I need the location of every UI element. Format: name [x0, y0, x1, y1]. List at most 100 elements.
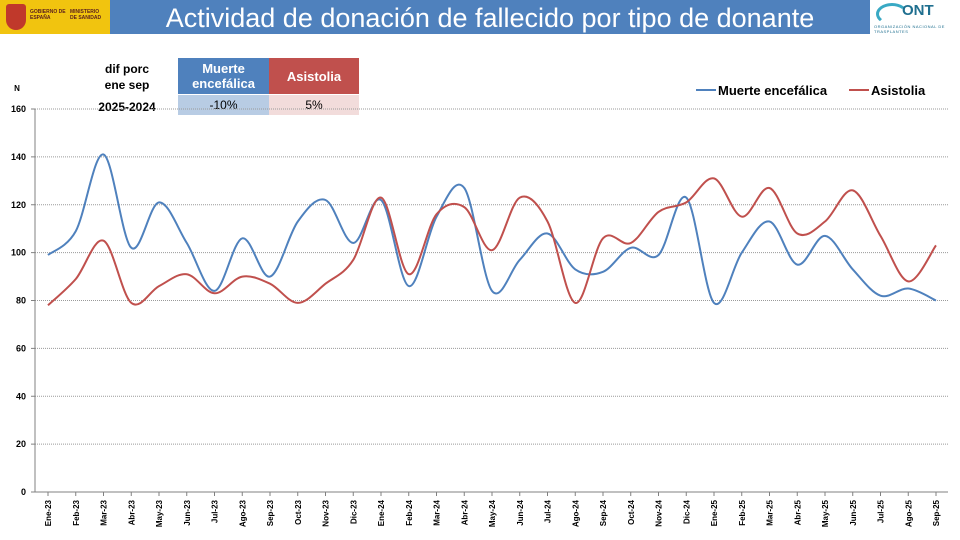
data-point	[75, 230, 77, 232]
x-tick-label: Jul-25	[877, 499, 886, 523]
x-tick-label: Ene-24	[377, 499, 386, 526]
data-point	[491, 249, 493, 251]
chart-axes: 0 20 40 60 80 100 120 140 160 N Ene-23 Feb-23 Mar-23…	[11, 84, 948, 527]
x-tick-label: May-25	[821, 499, 830, 527]
x-tick-label: Nov-24	[655, 499, 664, 526]
x-tick-label: Dic-24	[682, 499, 691, 524]
data-point	[741, 251, 743, 253]
data-point	[852, 268, 854, 270]
data-point	[935, 244, 937, 246]
data-point	[186, 242, 188, 244]
table-label-line2: ene sep	[104, 78, 150, 92]
x-tick-label: Sep-24	[599, 499, 608, 526]
data-point	[852, 189, 854, 191]
data-point	[741, 216, 743, 218]
y-tick-label: 120	[11, 200, 26, 210]
data-point	[602, 271, 604, 273]
data-point	[713, 177, 715, 179]
table-cell-muerte-encefalica: -10%	[178, 95, 269, 115]
x-tick-label: Feb-24	[405, 499, 414, 525]
x-tick-label: Abr-24	[460, 499, 469, 525]
x-tick-label: May-24	[488, 499, 497, 527]
data-point	[574, 268, 576, 270]
data-point	[297, 302, 299, 304]
x-tick-label: Sep-25	[932, 499, 941, 526]
data-point	[269, 275, 271, 277]
x-tick-label: Ene-25	[710, 499, 719, 526]
ont-logo-subtitle: ORGANIZACIÓN NACIONAL DE TRASPLANTES	[874, 24, 945, 34]
x-tick-label: Feb-23	[72, 499, 81, 525]
x-tick-label: Mar-25	[766, 499, 775, 525]
data-point	[130, 247, 132, 249]
data-point	[269, 283, 271, 285]
data-point	[491, 290, 493, 292]
ont-swoosh-icon	[876, 3, 908, 25]
x-tick-label: Mar-23	[100, 499, 109, 525]
table-header-asistolia: Asistolia	[269, 58, 359, 94]
data-point	[907, 280, 909, 282]
government-logo: GOBIERNO DE ESPAÑA MINISTERIO DE SANIDAD	[0, 0, 110, 34]
data-point	[408, 285, 410, 287]
data-point	[796, 263, 798, 265]
x-tick-label: Jun-24	[516, 499, 525, 525]
data-point	[463, 206, 465, 208]
chart-series	[47, 153, 937, 307]
x-tick-label: Abr-25	[793, 499, 802, 525]
legend-label: Muerte encefálica	[718, 83, 828, 98]
data-point	[768, 220, 770, 222]
data-point	[213, 290, 215, 292]
ministry-logo-text: MINISTERIO DE SANIDAD	[70, 9, 102, 21]
data-point	[574, 302, 576, 304]
x-tick-label: Nov-23	[322, 499, 331, 526]
data-point	[324, 199, 326, 201]
data-point	[47, 254, 49, 256]
ont-logo-name: ONT	[902, 2, 934, 19]
data-point	[352, 242, 354, 244]
data-point	[75, 278, 77, 280]
data-point	[241, 237, 243, 239]
y-tick-label: 100	[11, 248, 26, 258]
data-point	[297, 220, 299, 222]
x-tick-label: Ene-23	[44, 499, 53, 526]
x-tick-label: Jun-25	[849, 499, 858, 525]
data-point	[435, 213, 437, 215]
data-point	[685, 196, 687, 198]
y-tick-label: 160	[11, 104, 26, 114]
y-tick-label: 20	[16, 439, 26, 449]
data-point	[102, 239, 104, 241]
data-point	[796, 232, 798, 234]
data-point	[546, 232, 548, 234]
y-tick-label: 40	[16, 391, 26, 401]
x-tick-label: Dic-23	[349, 499, 358, 524]
data-point	[713, 302, 715, 304]
x-tick-label: Ago-24	[571, 499, 580, 527]
ont-logo: ONT ORGANIZACIÓN NACIONAL DE TRASPLANTES	[870, 0, 960, 34]
x-tick-label: Ago-25	[904, 499, 913, 527]
table-label-line1: dif porc	[105, 62, 149, 76]
data-point	[352, 259, 354, 261]
y-tick-label: 60	[16, 343, 26, 353]
series-line-asistolia	[47, 177, 937, 307]
data-point	[768, 187, 770, 189]
data-point	[241, 275, 243, 277]
x-tick-label: Jul-24	[544, 499, 553, 523]
data-point	[546, 220, 548, 222]
data-point	[186, 273, 188, 275]
gov-logo-text: GOBIERNO DE ESPAÑA	[30, 9, 66, 21]
data-point	[602, 237, 604, 239]
y-tick-label: 80	[16, 296, 26, 306]
data-point	[519, 196, 521, 198]
x-tick-label: Feb-25	[738, 499, 747, 525]
y-axis-label: N	[14, 84, 20, 93]
table-header-muerte-encefalica: Muerte encefálica	[178, 58, 269, 94]
data-point	[47, 304, 49, 306]
x-tick-label: Abr-23	[127, 499, 136, 525]
chart-grid	[35, 108, 948, 445]
x-tick-label: Mar-24	[433, 499, 442, 525]
x-tick-label: May-23	[155, 499, 164, 527]
data-point	[463, 187, 465, 189]
data-point	[630, 242, 632, 244]
y-tick-label: 0	[21, 487, 26, 497]
x-tick-label: Jul-23	[211, 499, 220, 523]
data-point	[380, 196, 382, 198]
